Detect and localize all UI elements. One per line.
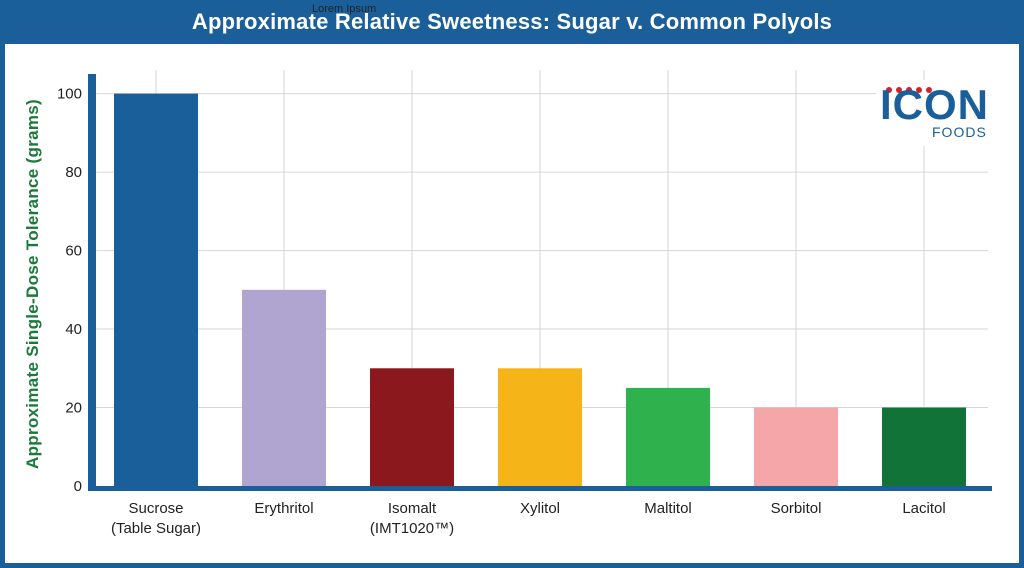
x-category-label: Erythritol — [254, 500, 313, 517]
icon-foods-logo: ICON FOODS — [876, 80, 994, 146]
bar — [626, 387, 710, 486]
y-tick-label: 100 — [57, 86, 82, 103]
x-category-label: Xylitol — [520, 500, 560, 517]
chart-title: Approximate Relative Sweetness: Sugar v.… — [191, 9, 833, 34]
y-tick-label: 40 — [65, 321, 82, 338]
logo-word: ICON — [880, 81, 989, 128]
bar — [754, 407, 838, 486]
logo-subtitle: FOODS — [932, 124, 987, 140]
bar — [498, 368, 582, 486]
logo-dots-icon — [886, 80, 936, 93]
y-tick-label: 0 — [74, 478, 82, 495]
x-category-label: Maltitol — [644, 500, 692, 517]
bar — [242, 289, 326, 486]
y-tick-label: 20 — [65, 400, 82, 417]
y-tick-label: 60 — [65, 243, 82, 260]
placeholder-text: Lorem Ipsum — [312, 3, 377, 15]
bar — [370, 368, 454, 486]
x-category-label: Sucrose — [128, 500, 183, 517]
x-category-label: Sorbitol — [771, 500, 822, 517]
bar — [114, 93, 198, 486]
y-tick-label: 80 — [65, 164, 82, 181]
x-category-label: (Table Sugar) — [111, 520, 201, 537]
x-category-label: Lacitol — [902, 500, 945, 517]
title-bar: Approximate Relative Sweetness: Sugar v.… — [0, 0, 1024, 44]
x-category-label: (IMT1020™) — [370, 520, 454, 537]
bar — [882, 407, 966, 486]
x-axis-line — [88, 486, 992, 491]
x-category-label: Isomalt — [388, 500, 437, 517]
y-axis-line — [88, 74, 96, 490]
